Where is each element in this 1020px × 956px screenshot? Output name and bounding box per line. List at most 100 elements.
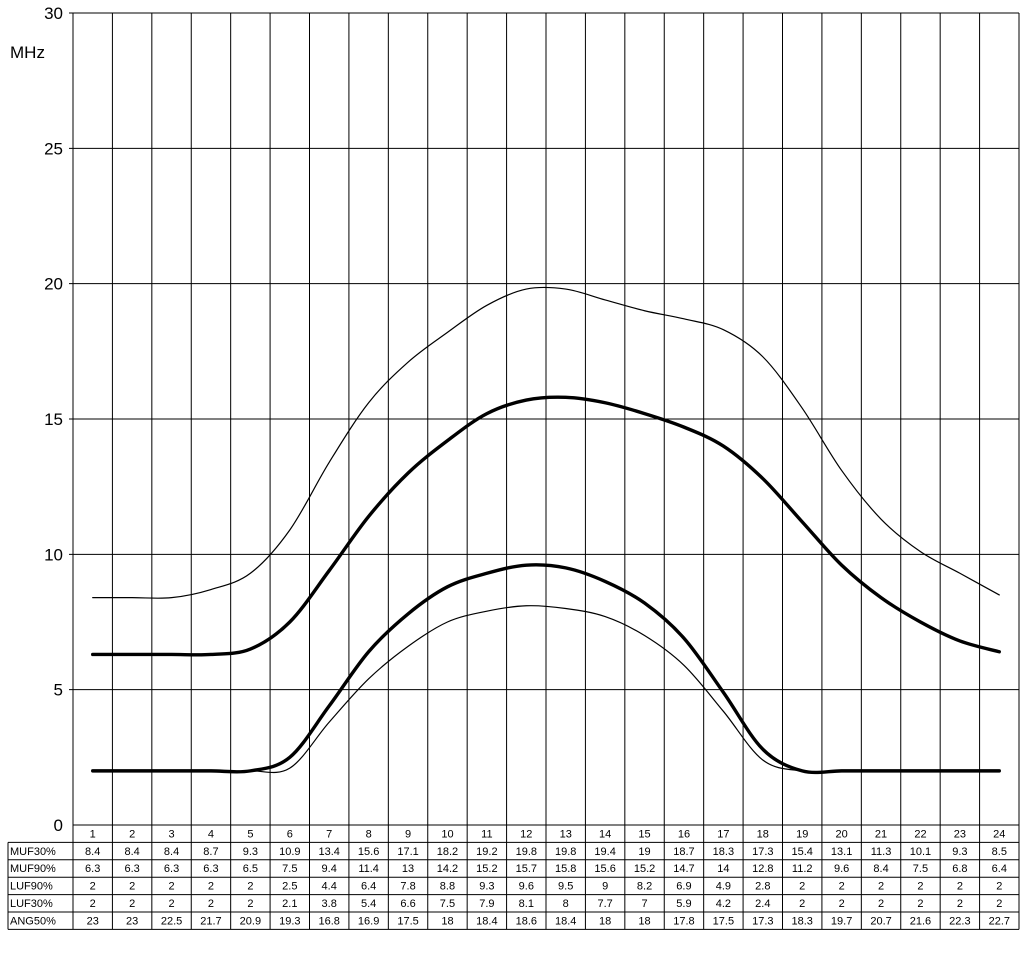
table-row-label: MUF90% [10, 863, 56, 875]
x-tick-label: 3 [168, 828, 174, 840]
y-tick-label: 30 [44, 4, 63, 23]
table-cell: 4.4 [322, 881, 337, 893]
x-tick-label: 20 [836, 828, 848, 840]
table-cell: 2 [168, 881, 174, 893]
table-cell: 2 [129, 881, 135, 893]
table-cell: 2 [957, 881, 963, 893]
table-cell: 2 [996, 881, 1002, 893]
table-cell: 8.4 [124, 846, 139, 858]
table-cell: 18 [638, 915, 650, 927]
table-cell: 2 [878, 898, 884, 910]
x-tick-label: 6 [287, 828, 293, 840]
table-cell: 8.4 [873, 863, 888, 875]
table-cell: 2 [799, 898, 805, 910]
table-cell: 21.7 [200, 915, 221, 927]
table-cell: 12.8 [752, 863, 773, 875]
table-cell: 15.2 [634, 863, 655, 875]
table-cell: 5.9 [676, 898, 691, 910]
x-tick-label: 14 [599, 828, 611, 840]
x-tick-label: 24 [993, 828, 1005, 840]
table-cell: 18 [441, 915, 453, 927]
table-cell: 18.3 [713, 846, 734, 858]
table-cell: 8.2 [637, 881, 652, 893]
table-cell: 10.1 [910, 846, 931, 858]
table-cell: 9.3 [479, 881, 494, 893]
table-cell: 7.5 [282, 863, 297, 875]
table-cell: 10.9 [279, 846, 300, 858]
table-cell: 17.5 [713, 915, 734, 927]
table-cell: 11.2 [792, 863, 813, 875]
table-cell: 2 [957, 898, 963, 910]
x-tick-label: 15 [638, 828, 650, 840]
data-table: 1 2 3 4 5 6 7 8 9 10 11 12 13 14 15 16 17 18 19 20 21 22 23 24M… [7, 824, 1020, 930]
table-cell: 7 [641, 898, 647, 910]
table-cell: 23 [126, 915, 138, 927]
table-cell: 15.8 [555, 863, 576, 875]
table-cell: 2 [247, 898, 253, 910]
table-cell: 2 [917, 881, 923, 893]
table-cell: 9 [602, 881, 608, 893]
table-cell: 9.4 [322, 863, 337, 875]
x-tick-label: 10 [441, 828, 453, 840]
table-cell: 15.2 [476, 863, 497, 875]
table-cell: 14.7 [673, 863, 694, 875]
table-cell: 16.8 [318, 915, 339, 927]
table-cell: 7.8 [400, 881, 415, 893]
x-tick-label: 19 [796, 828, 808, 840]
table-cell: 23 [87, 915, 99, 927]
table-cell: 9.3 [952, 846, 967, 858]
x-tick-label: 8 [366, 828, 372, 840]
table-cell: 6.8 [952, 863, 967, 875]
table-cell: 6.9 [676, 881, 691, 893]
table-cell: 6.4 [361, 881, 376, 893]
table-cell: 14.2 [437, 863, 458, 875]
table-cell: 9.3 [243, 846, 258, 858]
table-cell: 19.2 [476, 846, 497, 858]
table-cell: 18.2 [437, 846, 458, 858]
table-cell: 18.6 [516, 915, 537, 927]
x-tick-label: 16 [678, 828, 690, 840]
x-tick-label: 17 [717, 828, 729, 840]
x-tick-label: 18 [757, 828, 769, 840]
table-cell: 18.4 [476, 915, 497, 927]
table-cell: 8.4 [85, 846, 100, 858]
table-cell: 4.9 [716, 881, 731, 893]
table-cell: 2 [208, 881, 214, 893]
table-cell: 17.1 [397, 846, 418, 858]
table-cell: 19.3 [279, 915, 300, 927]
table-cell: 2 [839, 881, 845, 893]
table-cell: 6.3 [124, 863, 139, 875]
chart-series [91, 286, 1001, 775]
table-cell: 17.3 [752, 846, 773, 858]
y-axis-ticks: 0 5 10 15 20 25 30 [44, 4, 63, 835]
table-cell: 13 [402, 863, 414, 875]
table-cell: 9.6 [519, 881, 534, 893]
table-cell: 19.4 [594, 846, 615, 858]
table-cell: 2 [996, 898, 1002, 910]
table-cell: 22.5 [161, 915, 182, 927]
table-cell: 13.1 [831, 846, 852, 858]
x-tick-label: 2 [129, 828, 135, 840]
table-cell: 6.6 [400, 898, 415, 910]
table-cell: 22.7 [989, 915, 1010, 927]
table-cell: 8 [563, 898, 569, 910]
table-cell: 2 [917, 898, 923, 910]
x-tick-label: 1 [90, 828, 96, 840]
table-cell: 14 [717, 863, 729, 875]
table-cell: 19.8 [555, 846, 576, 858]
table-cell: 2 [247, 881, 253, 893]
table-cell: 2.8 [755, 881, 770, 893]
x-tick-label: 23 [954, 828, 966, 840]
table-cell: 22.3 [949, 915, 970, 927]
table-cell: 2 [208, 898, 214, 910]
table-cell: 6.3 [203, 863, 218, 875]
table-cell: 2 [90, 881, 96, 893]
x-tick-label: 12 [520, 828, 532, 840]
table-cell: 8.1 [519, 898, 534, 910]
table-cell: 15.7 [516, 863, 537, 875]
y-tick-label: 0 [54, 816, 63, 835]
series-line-luf30-percent [92, 605, 1000, 774]
table-cell: 6.3 [85, 863, 100, 875]
table-row-label: LUF90% [10, 881, 53, 893]
y-tick-label: 20 [44, 275, 63, 294]
